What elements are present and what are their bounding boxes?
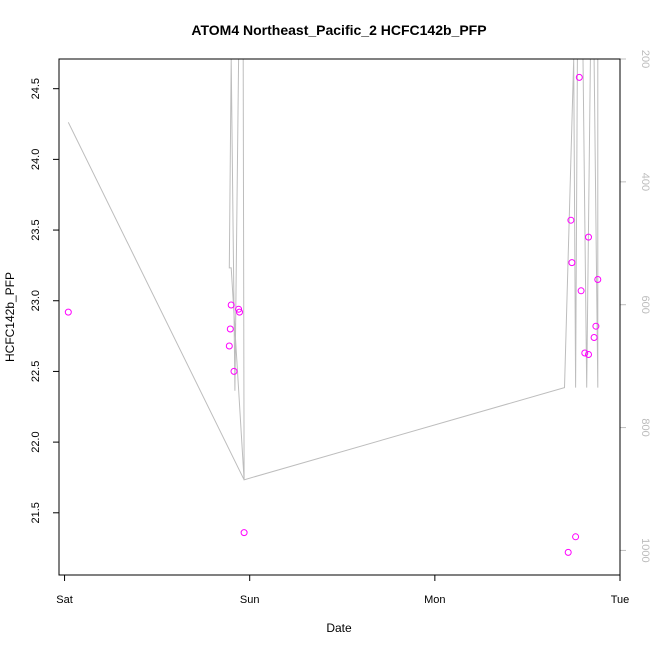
data-point bbox=[64, 308, 72, 316]
right-axis-series-lines bbox=[67, 58, 599, 481]
data-point bbox=[581, 349, 589, 357]
x-axis-label: Date bbox=[326, 621, 352, 635]
x-tick-label: Sat bbox=[56, 594, 73, 606]
plot-frame bbox=[58, 58, 621, 576]
y-tick-label: 23.0 bbox=[30, 290, 42, 311]
axes: Sat Sun Mon Tue 21.5 22.0 22.5 23.0 23.5 24.0 24.5… bbox=[30, 50, 650, 606]
data-point bbox=[575, 73, 583, 81]
data-point bbox=[225, 342, 233, 350]
data-point bbox=[564, 548, 572, 556]
data-point bbox=[568, 259, 576, 267]
left-axis-series-points bbox=[64, 73, 602, 556]
y-tick-label: 22.0 bbox=[30, 431, 42, 452]
data-point bbox=[236, 308, 243, 316]
data-point bbox=[567, 216, 575, 224]
data-point bbox=[235, 305, 243, 313]
series-line bbox=[67, 58, 599, 481]
data-point bbox=[592, 322, 600, 330]
y-tick-label: 24.5 bbox=[30, 78, 42, 99]
data-point bbox=[585, 233, 592, 241]
y-tick-label: 23.5 bbox=[30, 219, 42, 240]
data-point bbox=[230, 367, 238, 375]
data-point bbox=[240, 529, 248, 537]
y-axis-label: HCFC142b_PFP bbox=[3, 272, 17, 362]
data-point bbox=[577, 287, 585, 295]
chart-title: ATOM4 Northeast_Pacific_2 HCFC142b_PFP bbox=[191, 22, 486, 38]
x-tick-label: Mon bbox=[424, 594, 445, 606]
y2-tick-label: 800 bbox=[639, 418, 650, 436]
y2-tick-label: 400 bbox=[639, 173, 650, 191]
x-tick-label: Tue bbox=[611, 594, 630, 606]
y-tick-label: 24.0 bbox=[30, 149, 42, 170]
y-tick-label: 21.5 bbox=[30, 502, 42, 523]
data-point bbox=[594, 276, 602, 283]
data-point bbox=[585, 351, 592, 358]
data-point bbox=[590, 334, 598, 341]
y-tick-label: 22.5 bbox=[30, 361, 42, 382]
x-tick-label: Sun bbox=[240, 594, 260, 606]
y2-tick-label: 600 bbox=[639, 296, 650, 314]
y2-tick-label: 1000 bbox=[639, 538, 650, 562]
data-point bbox=[572, 533, 580, 541]
data-point bbox=[226, 325, 234, 333]
y2-tick-label: 200 bbox=[639, 50, 650, 68]
data-point bbox=[227, 301, 235, 309]
